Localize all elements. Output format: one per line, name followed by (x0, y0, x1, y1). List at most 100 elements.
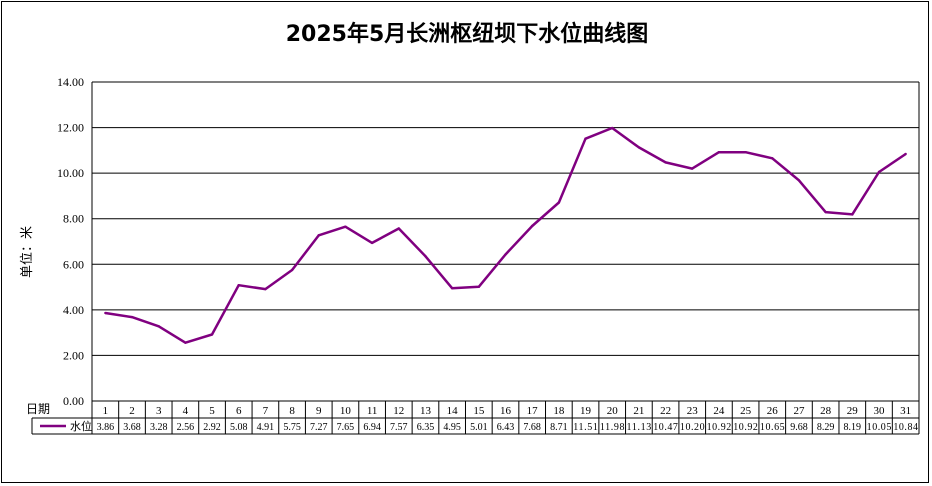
x-tick-label: 25 (740, 405, 752, 417)
data-label: 6.43 (497, 422, 515, 433)
data-label: 6.94 (363, 422, 381, 433)
x-tick-label: 5 (209, 405, 215, 417)
data-label: 5.01 (470, 422, 488, 433)
data-point (797, 179, 801, 182)
x-tick-label: 23 (687, 405, 699, 417)
data-point (557, 201, 561, 204)
x-tick-label: 9 (316, 405, 322, 417)
data-label: 10.05 (867, 422, 892, 433)
data-label: 6.35 (417, 422, 435, 433)
data-label: 7.27 (310, 422, 328, 433)
x-tick-label: 6 (236, 405, 242, 417)
x-tick-label: 10 (340, 405, 352, 417)
data-point (637, 146, 641, 149)
data-label: 8.29 (817, 422, 835, 433)
data-label: 10.84 (893, 422, 918, 433)
y-tick-label: 2.00 (63, 348, 84, 362)
data-label: 5.08 (230, 422, 248, 433)
x-tick-label: 15 (473, 405, 485, 417)
series-line-水位 (105, 126, 907, 344)
data-point (264, 287, 267, 291)
data-point (237, 284, 240, 287)
x-tick-label: 8 (289, 405, 295, 417)
data-point (664, 161, 667, 164)
data-label: 10.92 (707, 422, 732, 433)
x-tick-label: 12 (393, 405, 404, 417)
y-tick-label: 14.00 (57, 75, 84, 89)
legend-label: 水位 (70, 419, 92, 433)
x-tick-label: 28 (820, 405, 832, 417)
data-label: 7.65 (337, 422, 355, 433)
x-tick-label: 29 (847, 405, 859, 417)
y-tick-label: 0.00 (63, 394, 84, 408)
data-point (317, 234, 320, 237)
data-label: 3.68 (123, 422, 141, 433)
data-point (424, 255, 427, 258)
data-point (717, 150, 721, 154)
x-tick-label: 22 (660, 405, 671, 417)
data-point (184, 341, 187, 344)
data-label: 5.75 (283, 422, 301, 433)
data-label: 4.91 (257, 422, 275, 433)
x-tick-label: 3 (156, 405, 162, 417)
x-tick-label: 20 (607, 405, 619, 417)
x-tick-label: 16 (500, 405, 512, 417)
x-tick-label: 18 (553, 405, 565, 417)
data-point (611, 126, 614, 130)
x-tick-label: 2 (129, 405, 135, 417)
data-point (130, 315, 134, 319)
x-tick-label: 17 (527, 405, 539, 417)
data-point (397, 227, 400, 230)
data-label: 3.86 (97, 422, 115, 433)
data-label: 9.68 (790, 422, 808, 433)
x-tick-label: 7 (263, 405, 269, 417)
data-label: 7.57 (390, 422, 408, 433)
data-point (450, 287, 454, 290)
x-tick-label: 11 (367, 405, 378, 417)
data-label: 11.51 (573, 422, 598, 433)
x-tick-label: 4 (183, 405, 189, 417)
x-tick-label: 13 (420, 405, 432, 417)
data-point (477, 285, 481, 289)
data-label: 4.95 (443, 422, 461, 433)
x-tick-label: 21 (633, 405, 644, 417)
data-label: 11.98 (600, 422, 625, 433)
data-point (691, 167, 694, 170)
y-tick-label: 4.00 (63, 303, 84, 317)
x-tick-label: 30 (873, 405, 885, 417)
data-label: 8.71 (550, 422, 568, 433)
x-tick-label: 27 (793, 405, 805, 417)
x-tick-label: 31 (900, 405, 911, 417)
data-point (877, 170, 881, 174)
x-tick-label: 19 (580, 405, 592, 417)
data-label: 2.92 (203, 422, 221, 433)
data-label: 3.28 (150, 422, 168, 433)
data-point (104, 311, 107, 315)
data-label: 7.68 (523, 422, 541, 433)
y-tick-label: 8.00 (63, 212, 84, 226)
x-axis-label: 日期 (26, 402, 50, 416)
data-point (210, 333, 214, 336)
data-point (344, 225, 347, 228)
data-point (157, 325, 160, 328)
data-point (584, 137, 587, 140)
data-point (904, 152, 907, 156)
y-tick-label: 6.00 (63, 257, 84, 271)
data-point (370, 241, 374, 245)
data-label: 10.92 (733, 422, 758, 433)
data-label: 2.56 (177, 422, 195, 433)
x-tick-label: 1 (103, 405, 109, 417)
x-tick-label: 14 (447, 405, 459, 417)
y-tick-label: 10.00 (57, 166, 84, 180)
data-point (530, 224, 534, 228)
data-label: 11.13 (627, 422, 652, 433)
data-label: 10.65 (760, 422, 785, 433)
chart-title: 2025年5月长洲枢纽坝下水位曲线图 (285, 22, 649, 47)
data-point (504, 253, 507, 256)
x-tick-label: 26 (767, 405, 779, 417)
data-label: 8.19 (844, 422, 862, 433)
x-tick-label: 24 (713, 405, 725, 417)
y-tick-label: 12.00 (57, 121, 84, 135)
